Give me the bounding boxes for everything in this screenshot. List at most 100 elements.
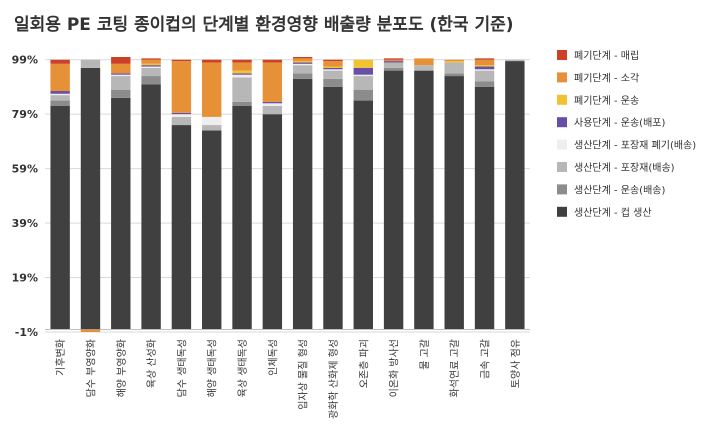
- legend-swatch: [557, 117, 567, 128]
- x-tick-label: 육상 생태독성: [237, 339, 249, 397]
- bar-segment: [292, 65, 313, 74]
- bar-segment: [383, 62, 404, 68]
- bar-segment: [202, 125, 222, 131]
- x-tick-label: 토양사 점유: [510, 339, 522, 388]
- y-tick-label: 59%: [12, 163, 38, 176]
- bar-segment: [232, 101, 252, 107]
- bar-segment: [232, 59, 252, 63]
- bar-segment: [505, 61, 525, 330]
- bar-segment: [292, 78, 313, 330]
- chart-title: 일회용 PE 코팅 종이컵의 단계별 환경영향 배출량 분포도 (한국 기준): [14, 15, 514, 35]
- legend-swatch: [557, 72, 567, 83]
- bar-segment: [353, 100, 373, 330]
- legend-label: 생산단계 - 컵 생산: [574, 206, 652, 219]
- x-tick-label: 물 고갈: [418, 339, 431, 370]
- bar-segment: [444, 76, 464, 330]
- bar-segment: [474, 59, 495, 66]
- bar-segment: [141, 59, 161, 64]
- bar-segment: [353, 67, 373, 75]
- bar-segment: [292, 61, 313, 63]
- bar-segment: [353, 76, 373, 90]
- bar-segment: [202, 62, 222, 117]
- bar-segment: [232, 70, 252, 74]
- legend-swatch: [557, 206, 567, 217]
- legend-label: 사용단계 - 운송(배포): [574, 117, 665, 129]
- bar-segment: [232, 62, 252, 71]
- bar-segment: [444, 73, 464, 77]
- bar-segment: [141, 66, 161, 68]
- bar-segment: [383, 70, 404, 330]
- bar-segment: [232, 73, 252, 75]
- y-tick-label: 79%: [12, 108, 38, 121]
- bar-segment: [414, 58, 434, 66]
- bar-segment: [323, 86, 343, 330]
- legend-label: 생산단계 - 포장재 폐기(배송): [574, 140, 696, 152]
- x-tick-label: 인체독성: [267, 339, 279, 376]
- bar-segment: [505, 59, 525, 62]
- x-tick-label: 육상 산성화: [146, 339, 158, 388]
- bar-segment: [141, 65, 161, 67]
- bar-segment: [50, 100, 70, 107]
- bar-segment: [383, 59, 404, 62]
- bar-segment: [383, 67, 404, 71]
- bar-segment: [171, 116, 192, 126]
- bar-segment: [444, 61, 464, 63]
- x-tick-label: 이온화 방사선: [389, 339, 401, 397]
- bar-segment: [262, 62, 283, 102]
- bar-segment: [171, 61, 192, 113]
- bar-segment: [111, 57, 131, 64]
- legend-swatch: [557, 94, 567, 105]
- x-tick-label: 입자상 물질 형성: [297, 339, 310, 410]
- bar-segment: [262, 59, 283, 63]
- bar-segment: [292, 57, 313, 59]
- bar-segment: [474, 81, 495, 87]
- bar-segment: [323, 59, 343, 62]
- y-tick-label: 39%: [12, 217, 38, 230]
- bar-segment: [232, 77, 252, 102]
- legend-label: 폐기단계 - 소각: [574, 72, 639, 84]
- legend-swatch: [557, 184, 567, 195]
- bar-segment: [383, 58, 404, 60]
- bar-segment: [232, 106, 252, 330]
- bar-segment: [80, 59, 101, 68]
- bar-segment: [292, 62, 313, 64]
- bar-segment: [171, 59, 192, 62]
- bar-segment: [141, 58, 161, 60]
- bar-segment: [141, 67, 161, 77]
- bar-segment: [353, 74, 373, 77]
- bar-segment: [111, 63, 131, 74]
- bar-segment: [323, 70, 343, 79]
- bar-segment: [353, 59, 373, 68]
- bar-segment: [141, 63, 161, 66]
- bar-segment: [171, 114, 192, 117]
- bar-segment: [292, 58, 313, 62]
- bar-segment: [474, 58, 495, 60]
- y-tick-label: -1%: [15, 326, 38, 339]
- bar-segment: [80, 67, 101, 330]
- bar-segment: [414, 65, 434, 71]
- legend-swatch: [557, 50, 567, 60]
- x-tick-label: 담수 부영양화: [85, 339, 97, 397]
- bar-segment: [171, 125, 192, 330]
- bar-segment: [80, 329, 101, 332]
- x-tick-label: 금속 고갈: [479, 339, 492, 379]
- bar-segment: [353, 89, 373, 101]
- legend-swatch: [557, 162, 567, 172]
- bar-segment: [474, 65, 495, 67]
- bar-segment: [474, 69, 495, 71]
- bar-segment: [323, 78, 343, 87]
- bar-segment: [50, 106, 70, 330]
- bar-segment: [323, 66, 343, 68]
- x-tick-label: 해양 생태독성: [206, 339, 219, 397]
- bar-segment: [202, 116, 222, 126]
- legend-label: 폐기단계 - 운송: [574, 95, 639, 107]
- x-tick-label: 해양 부영양화: [115, 339, 128, 397]
- bar-segment: [141, 84, 161, 330]
- bar-segment: [414, 70, 434, 330]
- bar-segment: [262, 106, 283, 115]
- bar-segment: [323, 61, 343, 67]
- bar-segment: [474, 70, 495, 82]
- x-tick-label: 기후변화: [55, 339, 67, 376]
